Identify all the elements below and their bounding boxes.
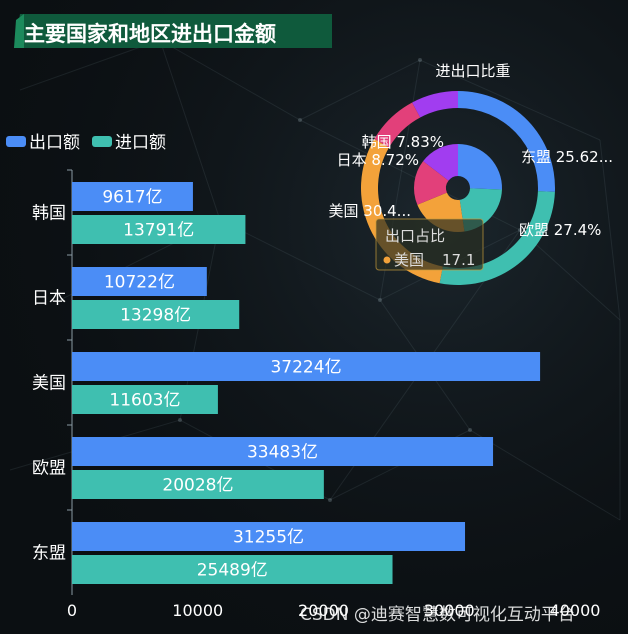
bar-export-label: 37224亿 — [270, 358, 341, 378]
bar-export — [72, 352, 541, 381]
bar-export-label: 10722亿 — [104, 273, 175, 293]
bar-import — [72, 300, 240, 329]
x-tick-label: 20000 — [298, 601, 349, 620]
bar-import — [72, 470, 324, 499]
bar-import-label: 13791亿 — [123, 221, 194, 241]
bar-export-label: 31255亿 — [233, 528, 304, 548]
y-category-label: 美国 — [32, 374, 66, 394]
page-title-band: 主要国家和地区进出口金额 — [14, 14, 332, 48]
outer-ring-slice — [458, 91, 555, 192]
watermark-text: CSDN @迪赛智慧数可视化互动平台 — [300, 605, 575, 625]
outer-ring-label: 美国 30.4... — [329, 202, 411, 220]
bar-export — [72, 522, 466, 551]
bar-import-label: 20028亿 — [162, 476, 233, 496]
legend-swatch-import — [92, 136, 112, 147]
tooltip-marker — [383, 256, 391, 264]
legend-swatch-export — [6, 136, 26, 147]
outer-ring-label: 韩国 7.83% — [362, 133, 444, 151]
outer-ring-slice — [439, 191, 555, 285]
y-category-label: 欧盟 — [32, 459, 66, 479]
x-tick-label: 0 — [67, 601, 77, 620]
x-tick-label: 40000 — [550, 601, 601, 620]
legend-label-import: 进口额 — [115, 133, 166, 153]
bar-export-label: 33483亿 — [247, 443, 318, 463]
bar-export — [72, 182, 193, 211]
bar-export-label: 9617亿 — [102, 188, 162, 208]
bar-import — [72, 215, 246, 244]
y-category-label: 东盟 — [32, 544, 66, 564]
page-title: 主要国家和地区进出口金额 — [24, 22, 276, 46]
inner-pie-slice — [458, 144, 502, 190]
outer-ring-slice — [412, 91, 458, 118]
bar-import-label: 11603亿 — [109, 391, 180, 411]
tooltip-name: 美国 — [394, 251, 424, 269]
outer-ring-label: 东盟 25.62... — [521, 148, 613, 166]
y-category-label: 韩国 — [32, 204, 66, 224]
inner-pie-slice — [423, 144, 458, 181]
tooltip-box — [375, 218, 484, 271]
inner-pie-slice — [414, 161, 449, 205]
tooltip-title: 出口占比 — [385, 227, 445, 245]
x-tick-label: 30000 — [424, 601, 475, 620]
outer-ring-label: 日本 8.72% — [337, 151, 419, 169]
x-tick-label: 10000 — [172, 601, 223, 620]
outer-ring-label: 欧盟 27.4% — [519, 221, 601, 239]
title-band-shape — [14, 14, 332, 48]
tooltip-value: 17.1 — [442, 251, 475, 269]
bar-import-label: 13298亿 — [120, 306, 191, 326]
bar-import-label: 25489亿 — [197, 561, 268, 581]
pie-title: 进出口比重 — [435, 62, 510, 80]
bar-export — [72, 437, 494, 466]
bar-import — [72, 555, 393, 584]
bar-import — [72, 385, 218, 414]
bar-export — [72, 267, 207, 296]
legend-label-export: 出口额 — [29, 133, 80, 153]
outer-ring-slice — [374, 102, 421, 148]
y-category-label: 日本 — [32, 289, 66, 309]
